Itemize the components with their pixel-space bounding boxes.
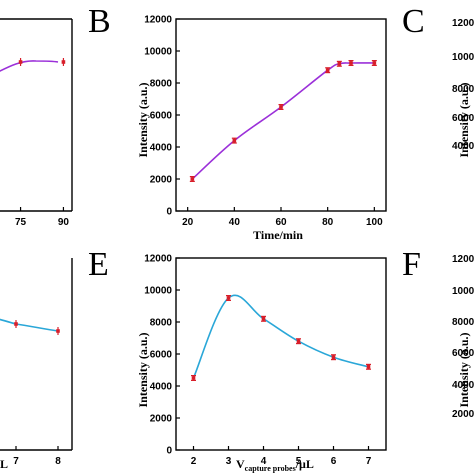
panel-b-ytick-label-0: 0 [166,207,172,218]
panel-e-xlabel-sub: capture probes [245,464,296,473]
panel-b-point-2 [279,105,283,109]
panel-e-ylabel: Intensity (a.u.) [136,332,150,407]
panel-b-ytick-label-5: 10000 [144,47,172,58]
panel-e-xtick-label-5: 7 [366,456,372,467]
panel-f-ytick-label-1: 10000 [452,286,474,297]
panel-e-point-0 [191,376,196,380]
panel-f-ytick-label-2: 8000 [452,317,474,328]
panel-letter-e: E [88,246,109,283]
panel-e-ytick-label-4: 8000 [150,318,173,329]
panel-b-point-3 [325,68,330,72]
panel-letter-f: F [402,246,421,283]
panel-b-ytick-label-2: 4000 [150,143,173,154]
panel-e-xtick-label-1: 3 [226,456,232,467]
panel-a-xtick-label-0: 75 [15,217,27,228]
panel-b-ytick-label-6: 12000 [144,15,172,26]
panel-b-point-1 [232,138,237,143]
panel-b-point-4 [337,62,342,66]
panel-c-ytick-label-0: 12000 [452,18,474,29]
panel-e-xtick-label-2: 4 [261,456,267,467]
panel-a-xtick-label-1: 90 [58,217,70,228]
panel-b-ylabel: Intensity (a.u.) [136,82,150,157]
panel-f-ytick-label-5: 2000 [452,409,474,420]
panel-e-xtick-label-3: 5 [296,456,302,467]
panel-b-point-0 [190,177,195,181]
panel-a-point-1 [61,60,66,64]
panel-f-ytick-label-3: 6000 [452,348,474,359]
panel-d-xtick-label-0: 7 [13,456,19,467]
plots-layer: 0 2000 4000 6000 8000 10000 12000 20 40 60 80 100 0 2… [0,15,474,467]
panel-b-xlabel: Time/min [253,228,303,242]
panel-b-ytick-label-1: 2000 [150,175,173,186]
panel-e-series-line [192,294,369,379]
panel-c-ytick-label-4: 4000 [452,141,474,152]
panel-e-point-3 [296,339,301,343]
panel-f-ytick-label-0: 12000 [452,254,474,265]
panel-b-point-5 [349,61,353,65]
panel-e-point-4 [331,355,336,359]
panel-e-point-2 [261,317,266,321]
panel-e-xtick-label-4: 6 [331,456,337,467]
panel-b-series-line [191,62,375,180]
panel-e-frame [175,257,387,451]
panel-e-ytick-label-5: 10000 [144,286,172,297]
panel-e-point-5 [366,365,371,369]
panel-b-frame [175,18,387,212]
panel-b-xtick-label-1: 40 [229,217,241,228]
panel-e-xlabel-unit: /μL [295,457,314,471]
panel-e-ytick-label-2: 4000 [150,382,173,393]
panel-e-xtick-label-0: 2 [191,456,197,467]
panel-e-ytick-label-6: 12000 [144,254,172,265]
panel-d-series-line [0,318,59,332]
panel-b-xtick-label-4: 100 [366,217,383,228]
panel-e-xlabel: Vcapture probes/μL [236,457,314,473]
panel-e-point-1 [226,296,231,300]
panel-e-xlabel-main: V [236,457,245,471]
panel-b-xtick-label-3: 80 [322,217,334,228]
panel-e-ytick-label-3: 6000 [150,350,173,361]
panel-b-ytick-label-4: 8000 [150,79,173,90]
panel-b-xtick-label-0: 20 [182,217,194,228]
panel-b-ytick-label-3: 6000 [150,111,173,122]
panel-letter-c: C [402,3,425,40]
panel-c-ytick-label-3: 6000 [452,113,474,124]
panel-d-point-0 [14,322,18,326]
panel-e-ytick-label-1: 2000 [150,414,173,425]
panel-a-series-line [0,60,59,72]
panel-b-xtick-label-2: 60 [275,217,287,228]
panel-d-xtick-label-1: 8 [55,456,61,467]
panel-a-point-0 [18,60,23,64]
panel-c-ytick-label-2: 8000 [452,84,474,95]
panel-b-point-6 [372,61,377,65]
panel-letter-b: B [88,3,111,40]
panel-d-xlabel: L [0,457,8,471]
panel-c-ylabel: Intensity (a.u.) [457,82,471,157]
panel-d-point-1 [56,329,60,333]
panel-e-ytick-label-0: 0 [166,446,172,457]
panel-f-ytick-label-4: 4000 [452,380,474,391]
panel-f-ylabel: Intensity (a.u.) [457,332,471,407]
panel-c-ytick-label-1: 10000 [452,52,474,63]
